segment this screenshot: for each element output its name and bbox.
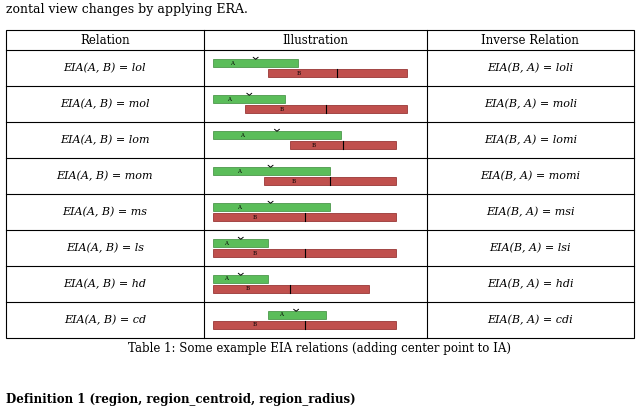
Bar bbox=[264, 177, 396, 185]
Text: EIA(B, A) = lsi: EIA(B, A) = lsi bbox=[490, 243, 571, 253]
Bar bbox=[213, 321, 396, 329]
Bar bbox=[213, 59, 298, 67]
Bar bbox=[213, 131, 341, 139]
Text: EIA(A, B) = mol: EIA(A, B) = mol bbox=[60, 99, 150, 109]
Text: B: B bbox=[292, 178, 296, 183]
Text: A: A bbox=[237, 204, 241, 209]
Text: EIA(A, B) = lom: EIA(A, B) = lom bbox=[60, 135, 150, 145]
Bar bbox=[6, 30, 634, 338]
Text: A: A bbox=[227, 96, 232, 101]
Text: zontal view changes by applying ERA.: zontal view changes by applying ERA. bbox=[6, 3, 248, 16]
Bar bbox=[268, 69, 407, 77]
Bar bbox=[213, 285, 369, 293]
Text: B: B bbox=[252, 215, 257, 220]
Text: EIA(A, B) = ls: EIA(A, B) = ls bbox=[66, 243, 144, 253]
Text: A: A bbox=[237, 169, 241, 173]
Bar bbox=[213, 203, 330, 211]
Text: EIA(A, B) = hd: EIA(A, B) = hd bbox=[63, 279, 147, 289]
Text: A: A bbox=[279, 312, 283, 318]
Text: EIA(A, B) = ms: EIA(A, B) = ms bbox=[63, 207, 147, 217]
Text: B: B bbox=[297, 70, 301, 75]
Text: EIA(B, A) = moli: EIA(B, A) = moli bbox=[484, 99, 577, 109]
Text: B: B bbox=[246, 286, 250, 292]
Text: EIA(B, A) = momi: EIA(B, A) = momi bbox=[481, 171, 580, 181]
Text: EIA(B, A) = lomi: EIA(B, A) = lomi bbox=[484, 135, 577, 145]
Text: EIA(A, B) = lol: EIA(A, B) = lol bbox=[63, 63, 146, 73]
Text: B: B bbox=[280, 106, 284, 112]
Text: B: B bbox=[312, 143, 316, 147]
Bar bbox=[290, 141, 396, 149]
Text: A: A bbox=[223, 241, 228, 246]
Text: EIA(A, B) = cd: EIA(A, B) = cd bbox=[64, 315, 146, 325]
Text: EIA(B, A) = loli: EIA(B, A) = loli bbox=[488, 63, 573, 73]
Bar bbox=[213, 95, 285, 103]
Bar bbox=[268, 311, 326, 319]
Text: Inverse Relation: Inverse Relation bbox=[481, 33, 579, 47]
Bar bbox=[245, 105, 407, 113]
Text: EIA(B, A) = hdi: EIA(B, A) = hdi bbox=[487, 279, 573, 289]
Text: A: A bbox=[223, 276, 228, 281]
Bar bbox=[213, 213, 396, 221]
Text: B: B bbox=[252, 323, 257, 328]
Text: Table 1: Some example EIA relations (adding center point to IA): Table 1: Some example EIA relations (add… bbox=[129, 342, 511, 355]
Text: A: A bbox=[230, 61, 234, 66]
Bar bbox=[213, 275, 268, 283]
Text: EIA(B, A) = cdi: EIA(B, A) = cdi bbox=[488, 315, 573, 325]
Bar bbox=[213, 249, 396, 257]
Text: Illustration: Illustration bbox=[282, 33, 348, 47]
Text: B: B bbox=[252, 250, 257, 255]
Bar bbox=[213, 239, 268, 247]
Text: Relation: Relation bbox=[80, 33, 130, 47]
Text: Definition 1 (region, region_centroid, region_radius): Definition 1 (region, region_centroid, r… bbox=[6, 393, 356, 406]
Text: A: A bbox=[240, 133, 244, 138]
Text: EIA(B, A) = msi: EIA(B, A) = msi bbox=[486, 207, 575, 217]
Bar bbox=[213, 167, 330, 175]
Text: EIA(A, B) = mom: EIA(A, B) = mom bbox=[57, 171, 153, 181]
